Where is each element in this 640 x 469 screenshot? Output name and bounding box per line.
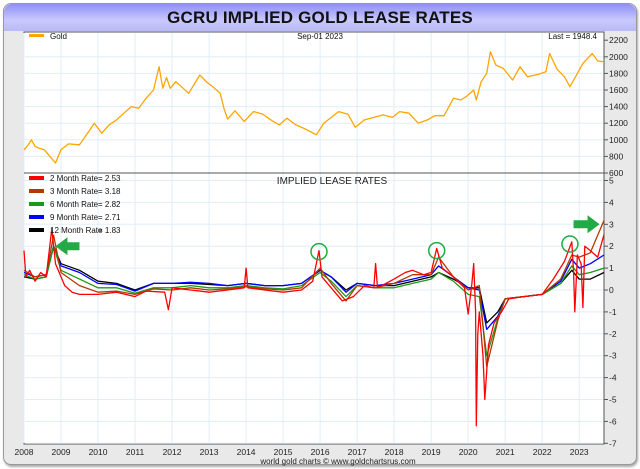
x-tick-label: 2023 xyxy=(570,447,589,457)
highlight-circle xyxy=(427,241,446,260)
axes: 2008 2009 2010 2011 2012 2013 2014 2015 2016 2017… xyxy=(15,35,629,457)
x-tick-label: 2022 xyxy=(533,447,552,457)
legend-swatch-6-month-rate xyxy=(29,202,44,206)
legend-label-9-month-rate: 9 Month Rate xyxy=(50,213,99,222)
highlight-circle xyxy=(561,235,579,253)
series-group xyxy=(23,51,605,427)
rate-y-tick-label: -3 xyxy=(609,351,617,361)
x-tick-label: 2013 xyxy=(200,447,219,457)
rate-y-tick-label: 0 xyxy=(609,285,614,295)
rate-y-tick-label: -5 xyxy=(609,395,617,405)
chart-title: GCRU IMPLIED GOLD LEASE RATES xyxy=(167,8,473,27)
title-bar: GCRU IMPLIED GOLD LEASE RATES xyxy=(4,4,636,31)
arrow-left-icon xyxy=(55,237,80,256)
legend-label-3-month-rate: 3 Month Rate xyxy=(50,187,99,196)
2-month-rate-line xyxy=(23,228,605,427)
legend-value-9-month-rate: = 2.71 xyxy=(98,213,121,222)
gold-y-tick-label: 1200 xyxy=(609,118,628,128)
legend-label-2-month-rate: 2 Month Rate xyxy=(50,174,99,183)
rate-y-tick-label: -7 xyxy=(609,438,617,448)
gold-y-tick-label: 1400 xyxy=(609,102,628,112)
arrow-right-icon xyxy=(573,215,600,234)
legend-swatch-12-month-rate xyxy=(29,228,44,232)
x-tick-label: 2012 xyxy=(163,447,182,457)
rate-y-tick-label: 2 xyxy=(609,241,614,251)
x-tick-label: 2015 xyxy=(274,447,293,457)
x-tick-label: 2020 xyxy=(459,447,478,457)
lease-rates-title: IMPLIED LEASE RATES xyxy=(277,176,388,187)
rate-y-tick-label: 3 xyxy=(609,219,614,229)
legend-swatch-2-month-rate xyxy=(29,176,44,180)
legend-value-12-month-rate: = 1.83 xyxy=(98,226,121,235)
rate-y-tick-label: 5 xyxy=(609,176,614,186)
rate-y-tick-label: 1 xyxy=(609,263,614,273)
legend-value-6-month-rate: = 2.82 xyxy=(98,200,121,209)
legend-label-gold: Gold xyxy=(50,32,67,41)
legend-value-3-month-rate: = 3.18 xyxy=(98,187,121,196)
legend-swatch-9-month-rate xyxy=(29,215,44,219)
legend-swatch-gold xyxy=(29,34,44,37)
gold-price-line xyxy=(23,51,605,164)
gold-y-tick-label: 1600 xyxy=(609,85,628,95)
x-tick-label: 2011 xyxy=(126,447,145,457)
rate-y-tick-label: -6 xyxy=(609,416,617,426)
gold-y-tick-label: 800 xyxy=(609,151,623,161)
rate-y-tick-label: -1 xyxy=(609,307,617,317)
rate-y-tick-label: 4 xyxy=(609,197,614,207)
legend-value-2-month-rate: = 2.53 xyxy=(98,174,121,183)
x-tick-label: 2019 xyxy=(422,447,441,457)
gold-y-tick-label: 600 xyxy=(609,168,623,178)
x-tick-label: 2016 xyxy=(311,447,330,457)
x-tick-label: 2008 xyxy=(15,447,34,457)
rate-y-tick-label: -4 xyxy=(609,373,617,383)
annotations xyxy=(55,215,600,261)
x-tick-label: 2021 xyxy=(496,447,515,457)
legend-label-12-month-rate: 12 Month Rate xyxy=(50,226,103,235)
gold-y-tick-label: 1000 xyxy=(609,135,628,145)
gold-y-tick-label: 2200 xyxy=(609,35,628,45)
top-legend: Gold xyxy=(29,32,67,41)
footer-credit: world gold charts © www.goldchartsrus.co… xyxy=(259,457,416,466)
last-value-label: Last = 1948.4 xyxy=(548,32,597,41)
x-tick-label: 2014 xyxy=(237,447,256,457)
grid xyxy=(23,33,603,444)
gold-y-tick-label: 2000 xyxy=(609,52,628,62)
x-tick-label: 2018 xyxy=(385,447,404,457)
x-tick-label: 2010 xyxy=(89,447,108,457)
x-tick-label: 2017 xyxy=(348,447,367,457)
legend-swatch-3-month-rate xyxy=(29,189,44,193)
plot-area xyxy=(23,31,605,445)
legend-label-6-month-rate: 6 Month Rate xyxy=(50,200,99,209)
x-tick-label: 2009 xyxy=(52,447,71,457)
rate-y-tick-label: -2 xyxy=(609,329,617,339)
gold-y-tick-label: 1800 xyxy=(609,68,628,78)
rates-legend: 2 Month Rate = 2.53 3 Month Rate = 3.18 6 Mo… xyxy=(29,174,121,235)
highlight-circle xyxy=(310,242,328,261)
date-label: Sep-01 2023 xyxy=(297,32,343,41)
